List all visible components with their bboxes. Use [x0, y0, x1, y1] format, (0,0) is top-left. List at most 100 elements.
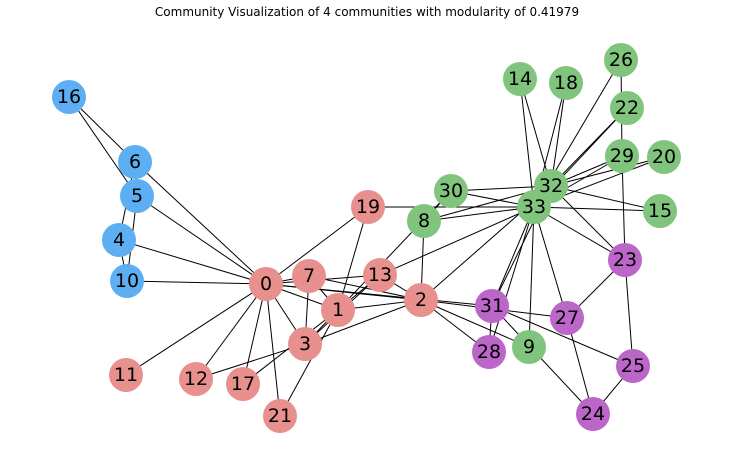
node-29: 29	[605, 139, 639, 173]
node-label: 29	[610, 145, 634, 167]
edge-2-9	[420, 299, 530, 348]
edge-2-3	[304, 299, 422, 345]
node-label: 11	[114, 364, 138, 386]
node-circle	[109, 358, 143, 392]
node-label: 16	[57, 86, 81, 108]
figure-title: Community Visualization of 4 communities…	[154, 5, 580, 19]
edge-0-12	[195, 283, 267, 380]
edge-13-33	[379, 206, 535, 276]
node-label: 7	[303, 265, 315, 287]
edge-9-33	[528, 206, 535, 348]
edge-0-6	[134, 161, 267, 285]
node-31: 31	[475, 289, 509, 323]
node-4: 4	[102, 223, 136, 257]
edge-23-32	[550, 185, 626, 261]
node-label: 3	[299, 333, 311, 355]
node-circle	[102, 223, 136, 257]
node-25: 25	[616, 349, 650, 383]
edge-3-12	[195, 343, 306, 380]
node-circle	[434, 174, 468, 208]
node-label: 5	[131, 185, 143, 207]
node-circle	[407, 204, 441, 238]
node-circle	[263, 399, 297, 433]
node-9: 9	[512, 330, 546, 364]
node-circle	[351, 190, 385, 224]
node-5: 5	[120, 179, 154, 213]
node-label: 13	[368, 264, 392, 286]
node-circle	[643, 194, 677, 228]
node-circle	[118, 145, 152, 179]
node-label: 23	[613, 249, 637, 271]
edge-1-19	[337, 206, 369, 311]
node-circle	[512, 330, 546, 364]
node-12: 12	[179, 362, 213, 396]
node-label: 21	[268, 405, 292, 427]
node-16: 16	[52, 80, 86, 114]
node-2: 2	[404, 283, 438, 317]
edge-18-32	[550, 82, 567, 187]
node-circle	[647, 140, 681, 174]
edge-2-7	[308, 275, 422, 301]
node-label: 33	[522, 196, 546, 218]
edge-0-11	[125, 283, 267, 376]
edge-31-33	[491, 206, 535, 307]
node-circle	[576, 397, 610, 431]
node-label: 1	[332, 299, 344, 321]
node-label: 10	[115, 270, 139, 292]
node-21: 21	[263, 399, 297, 433]
edge-0-21	[265, 283, 281, 417]
node-label: 9	[523, 336, 535, 358]
node-circle	[179, 362, 213, 396]
node-circle	[549, 66, 583, 100]
node-circle	[503, 62, 537, 96]
edge-23-29	[621, 155, 626, 261]
node-label: 19	[356, 196, 380, 218]
node-label: 4	[113, 229, 125, 251]
node-label: 6	[129, 151, 141, 173]
node-14: 14	[503, 62, 537, 96]
node-circle	[472, 335, 506, 369]
edge-0-17	[242, 283, 267, 385]
edge-5-16	[68, 96, 138, 197]
node-circle	[604, 43, 638, 77]
node-11: 11	[109, 358, 143, 392]
node-0: 0	[249, 267, 283, 301]
node-circle	[616, 349, 650, 383]
node-26: 26	[604, 43, 638, 77]
node-label: 26	[609, 49, 633, 71]
edge-28-33	[488, 206, 535, 353]
node-18: 18	[549, 66, 583, 100]
node-circle	[288, 327, 322, 361]
node-label: 2	[415, 289, 427, 311]
node-28: 28	[472, 335, 506, 369]
node-label: 8	[418, 210, 430, 232]
node-label: 31	[480, 295, 504, 317]
node-label: 24	[581, 403, 605, 425]
node-24: 24	[576, 397, 610, 431]
node-circle	[608, 243, 642, 277]
node-label: 18	[554, 72, 578, 94]
node-circle	[321, 293, 355, 327]
node-label: 17	[231, 373, 255, 395]
node-label: 12	[184, 368, 208, 390]
edge-8-33	[423, 206, 535, 222]
edge-15-32	[550, 185, 661, 212]
edge-27-33	[533, 206, 568, 319]
node-30: 30	[434, 174, 468, 208]
edge-15-33	[533, 206, 661, 212]
node-33: 33	[517, 190, 551, 224]
node-13: 13	[363, 258, 397, 292]
node-label: 15	[648, 200, 672, 222]
edge-0-5	[136, 195, 267, 285]
node-8: 8	[407, 204, 441, 238]
node-15: 15	[643, 194, 677, 228]
node-circle	[249, 267, 283, 301]
node-circle	[226, 367, 260, 401]
node-label: 28	[477, 341, 501, 363]
node-circle	[610, 91, 644, 125]
node-3: 3	[288, 327, 322, 361]
edge-0-10	[126, 280, 267, 285]
edge-24-31	[491, 305, 594, 415]
